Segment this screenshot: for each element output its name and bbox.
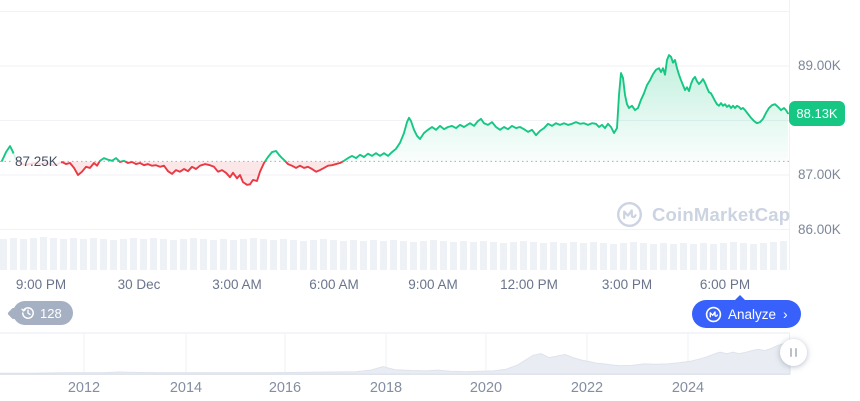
watermark: CoinMarketCap [616, 201, 790, 228]
current-price-badge: 88.13K [789, 100, 845, 126]
coinmarketcap-logo-icon [705, 306, 722, 323]
y-axis-label: 86.00K [798, 221, 841, 237]
timeline-drag-handle[interactable] [780, 339, 807, 366]
y-axis-label: 87.00K [798, 167, 841, 182]
analyze-button[interactable]: Analyze › [692, 295, 801, 328]
chevron-right-icon: › [783, 306, 788, 322]
x-axis-label: 9:00 AM [408, 277, 458, 292]
drag-handle-icon [790, 348, 792, 357]
baseline-price-label: 87.25K [12, 152, 61, 170]
x-axis-label: 3:00 AM [212, 277, 262, 292]
history-count-badge[interactable]: 128 [13, 301, 73, 325]
timeline-year-label: 2020 [469, 380, 503, 396]
watermark-text: CoinMarketCap [652, 203, 791, 225]
y-axis-label: 89.00K [798, 58, 841, 73]
x-axis-label: 30 Dec [117, 277, 161, 292]
history-clock-icon [21, 306, 35, 320]
timeline-year-label: 2024 [671, 380, 705, 396]
timeline-year-label: 2016 [268, 380, 302, 396]
drag-handle-icon [795, 348, 797, 357]
timeline-minimap[interactable] [0, 332, 860, 377]
price-chart[interactable] [0, 0, 860, 272]
history-count-label: 128 [40, 305, 62, 321]
x-axis-label: 12:00 PM [500, 277, 558, 292]
timeline-year-label: 2012 [67, 380, 101, 396]
x-axis-label: 6:00 PM [699, 277, 751, 292]
analyze-pointer [734, 295, 746, 301]
x-axis-label: 3:00 PM [601, 277, 653, 292]
x-axis-label: 6:00 AM [309, 277, 359, 292]
analyze-label: Analyze [728, 306, 777, 322]
coinmarketcap-logo-icon [616, 201, 643, 228]
x-axis-label: 9:00 PM [15, 277, 67, 292]
timeline-year-label: 2018 [369, 380, 403, 396]
timeline-year-label: 2022 [570, 380, 604, 396]
timeline-year-label: 2014 [169, 380, 203, 396]
